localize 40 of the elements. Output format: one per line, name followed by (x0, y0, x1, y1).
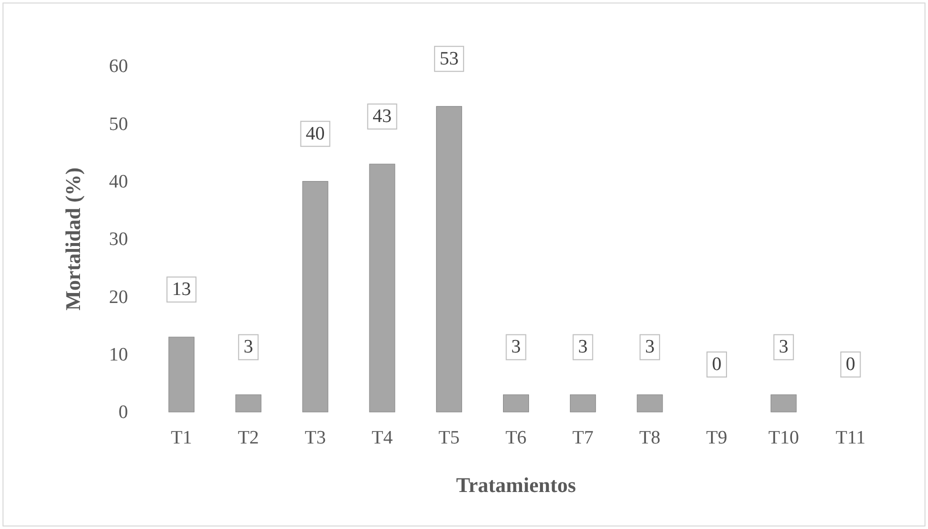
y-tick-label: 30 (109, 229, 128, 250)
x-tick-label: T10 (768, 427, 799, 448)
bar (503, 394, 529, 412)
data-label: 43 (372, 106, 392, 128)
y-tick-label: 60 (109, 56, 128, 78)
x-tick-label: T5 (438, 427, 460, 448)
x-tick-label: T9 (706, 427, 728, 448)
data-label: 53 (440, 48, 459, 70)
data-label: 3 (244, 336, 254, 358)
x-tick-label: T2 (238, 427, 259, 448)
x-tick-label: T7 (572, 427, 594, 448)
y-tick-label: 10 (109, 344, 128, 366)
y-tick-label: 50 (109, 114, 128, 135)
bar (235, 394, 262, 412)
data-label: 13 (172, 279, 191, 300)
bar (302, 181, 328, 412)
bar (436, 106, 462, 412)
y-tick-label: 40 (109, 171, 128, 192)
data-label: 3 (778, 336, 788, 358)
data-label: 0 (846, 354, 856, 375)
bar (570, 394, 596, 412)
data-label: 3 (511, 336, 521, 358)
bar (636, 394, 663, 412)
data-label: 3 (578, 336, 588, 358)
x-tick-label: T6 (505, 427, 527, 448)
bar (369, 164, 396, 412)
data-label: 40 (306, 123, 325, 144)
y-tick-label: 0 (118, 402, 128, 424)
x-tick-label: T3 (304, 427, 326, 448)
x-tick-label: T1 (170, 427, 192, 448)
y-axis-title: Mortalidad (%) (61, 168, 85, 310)
bar (770, 394, 797, 412)
bar (168, 336, 194, 412)
x-tick-label: T8 (639, 427, 660, 448)
x-axis-title: Tratamientos (456, 473, 576, 497)
x-tick-label: T11 (836, 427, 866, 448)
data-label: 0 (712, 354, 722, 375)
data-label: 3 (645, 336, 655, 358)
y-tick-label: 20 (109, 286, 128, 308)
x-tick-label: T4 (372, 427, 394, 448)
